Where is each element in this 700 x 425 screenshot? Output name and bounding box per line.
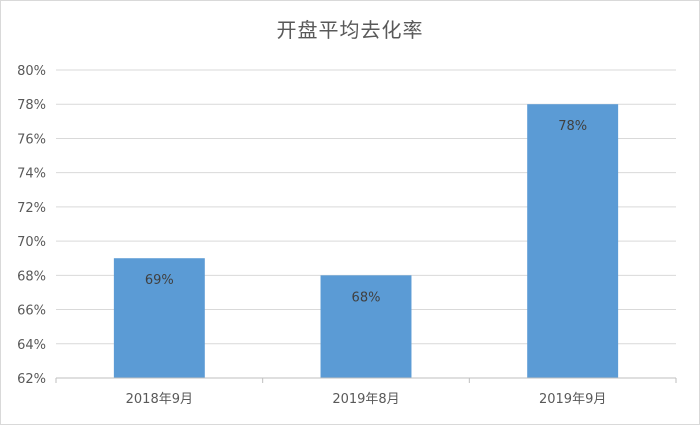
y-tick-label: 76% (17, 132, 46, 147)
y-tick-label: 74% (17, 167, 46, 182)
y-tick-label: 70% (17, 235, 46, 250)
y-tick-label: 62% (17, 372, 46, 387)
chart-title: 开盘平均去化率 (276, 18, 424, 42)
bar (113, 258, 205, 378)
x-tick-label: 2019年9月 (539, 392, 606, 407)
y-tick-label: 72% (17, 201, 46, 216)
bar (320, 275, 412, 378)
x-tick-label: 2019年8月 (332, 392, 399, 407)
y-tick-label: 66% (17, 304, 46, 319)
y-tick-label: 78% (17, 98, 46, 113)
data-label: 69% (145, 273, 174, 288)
x-tick-label: 2018年9月 (126, 392, 193, 407)
data-labels: 69% 68% 78% (145, 119, 587, 305)
y-tick-label: 80% (17, 64, 46, 79)
y-tick-label: 64% (17, 338, 46, 353)
data-label: 68% (352, 290, 381, 305)
y-tick-label: 68% (17, 269, 46, 284)
bar (527, 104, 619, 378)
data-label: 78% (558, 119, 587, 134)
bars (113, 104, 619, 378)
y-axis-ticks: 62% 64% 66% 68% 70% 72% 74% 76% 78% 80% (17, 64, 46, 387)
x-axis (55, 377, 677, 383)
x-axis-ticks: 2018年9月 2019年8月 2019年9月 (126, 392, 607, 407)
